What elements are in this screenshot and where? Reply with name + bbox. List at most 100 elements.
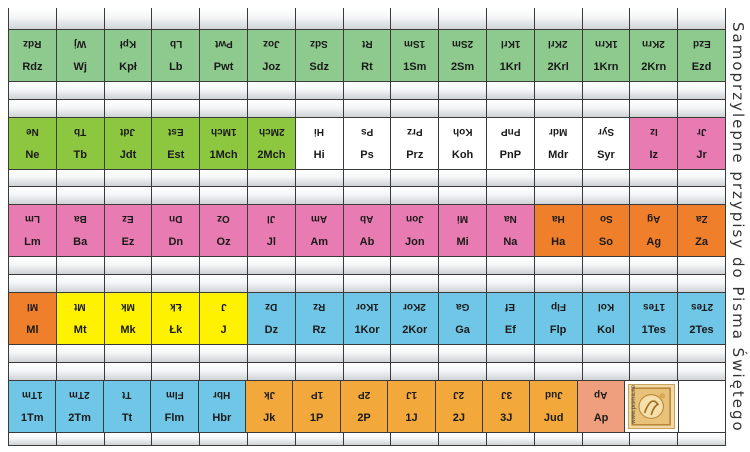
blank-cell — [486, 82, 535, 100]
blank-cell — [439, 82, 487, 100]
blank-cell — [630, 187, 679, 205]
book-label-inverted: 1Krl — [500, 38, 521, 49]
book-label-cell: Flm Flm — [151, 381, 199, 433]
blank-cell — [200, 100, 248, 118]
book-label: Ag — [646, 236, 662, 248]
book-label-inverted: Ba — [73, 213, 87, 224]
book-label-cell: Oz Oz — [200, 205, 248, 257]
blank-cell — [678, 275, 726, 293]
book-label-inverted: Prz — [406, 126, 423, 137]
blank-cell — [534, 100, 583, 118]
book-label: 1Kor — [354, 324, 380, 336]
book-label: 1Tes — [641, 324, 666, 336]
book-label-cell: 2Kor 2Kor — [391, 293, 440, 345]
blank-cell — [8, 100, 57, 118]
blank-cell — [56, 82, 105, 100]
book-label-inverted: Lm — [24, 213, 40, 224]
blank-cell — [8, 345, 57, 363]
book-label-cell: Jl Jl — [247, 205, 296, 257]
book-label-inverted: Ezd — [692, 38, 711, 49]
bible-index-sheet: Rdz Rdz Wj Wj Kpł Kpł Lb Lb Pwt Pwt Joz Joz Sdz Sdz Rt… — [8, 8, 727, 446]
blank-cell — [104, 363, 153, 381]
book-label: 2Sm — [450, 61, 475, 73]
book-label-inverted: Mk — [121, 301, 135, 312]
book-label: Ha — [551, 236, 566, 248]
book-label: Koh — [451, 149, 474, 161]
book-label-inverted: Oz — [217, 213, 230, 224]
blank-cell — [343, 82, 392, 100]
blank-cell — [56, 275, 105, 293]
book-label: Dz — [264, 324, 279, 336]
blank-cell — [152, 257, 201, 275]
book-label-cell: Hbr Hbr — [198, 381, 247, 433]
book-label: Ba — [73, 236, 88, 248]
book-label-cell — [678, 381, 727, 433]
book-label-cell: Ha Ha — [534, 205, 583, 257]
blank-cell — [295, 8, 344, 30]
book-label: Wj — [73, 61, 87, 73]
book-label-cell: Koh Koh — [439, 118, 487, 170]
blank-cell — [534, 170, 583, 187]
book-label-cell: Jk Jk — [246, 381, 294, 433]
book-label-cell: Za Za — [678, 205, 726, 257]
book-label-inverted: 2Mch — [258, 126, 285, 137]
blank-cell — [630, 100, 679, 118]
book-label: Jon — [404, 236, 425, 248]
book-label-inverted: Ez — [122, 213, 134, 224]
blank-cell — [391, 257, 440, 275]
blank-cell — [486, 363, 535, 381]
book-label-cell: Łk Łk — [152, 293, 201, 345]
book-label-inverted: Lb — [169, 38, 182, 49]
book-label-cell: Lm Lm — [8, 205, 57, 257]
blank-row — [8, 257, 726, 275]
book-label: Jud — [543, 412, 564, 424]
book-label: Hi — [313, 149, 325, 161]
book-label: 2P — [357, 412, 371, 424]
blank-cell — [247, 170, 296, 187]
book-label-inverted: 2Tm — [69, 389, 90, 400]
blank-cell — [534, 187, 583, 205]
book-label-inverted: Hi — [314, 126, 325, 137]
blank-cell — [678, 170, 726, 187]
book-label-cell: 1Krn 1Krn — [582, 30, 631, 82]
book-label-cell: 2Sm 2Sm — [439, 30, 487, 82]
book-label: Joz — [262, 61, 281, 73]
book-label: Ap — [593, 412, 609, 424]
blank-cell — [678, 187, 726, 205]
book-label-inverted: 2Krn — [642, 38, 666, 49]
blank-cell — [630, 345, 679, 363]
book-label-inverted: 1Tes — [642, 301, 665, 312]
label-row: 1Tm 1Tm 2Tm 2Tm Tt Tt Flm Flm Hbr Hbr Jk Jk 1P 1P 2P 2P… — [8, 381, 727, 433]
book-label: Mt — [73, 324, 87, 336]
book-label-cell: Mt Mt — [56, 293, 105, 345]
blank-cell — [486, 257, 535, 275]
blank-cell — [8, 257, 57, 275]
book-label: Flp — [549, 324, 567, 336]
label-row: Lm Lm Ba Ba Ez Ez Dn Dn Oz Oz Jl Jl Am Am Ab Ab Jon Jon Mi… — [8, 205, 726, 257]
book-label-inverted: 3J — [500, 389, 512, 400]
blank-cell — [582, 82, 631, 100]
book-label-cell: 3J 3J — [483, 381, 531, 433]
book-label-cell: 1Tes 1Tes — [630, 293, 679, 345]
blank-cell — [630, 257, 679, 275]
blank-cell — [439, 8, 487, 30]
blank-cell — [439, 257, 487, 275]
book-label: 1Tm — [20, 412, 44, 424]
blank-cell — [8, 82, 57, 100]
book-label-cell: Kpł Kpł — [104, 30, 153, 82]
blank-cell — [630, 82, 679, 100]
label-row: Rdz Rdz Wj Wj Kpł Kpł Lb Lb Pwt Pwt Joz Joz Sdz Sdz Rt… — [8, 30, 726, 82]
blank-cell — [200, 187, 248, 205]
book-label-cell: Ne Ne — [8, 118, 57, 170]
book-label-inverted: Joz — [263, 38, 280, 49]
book-label-inverted: Jdt — [120, 126, 136, 137]
book-label-cell: Dn Dn — [152, 205, 201, 257]
book-label: Est — [167, 149, 185, 161]
blank-cell — [678, 257, 726, 275]
book-label: Ezd — [691, 61, 712, 73]
blank-cell — [56, 363, 105, 381]
book-label-cell: Syr Syr — [582, 118, 631, 170]
book-label-inverted: Ha — [551, 213, 565, 224]
book-label-inverted: Wj — [74, 38, 87, 49]
book-label-inverted: Na — [503, 213, 517, 224]
